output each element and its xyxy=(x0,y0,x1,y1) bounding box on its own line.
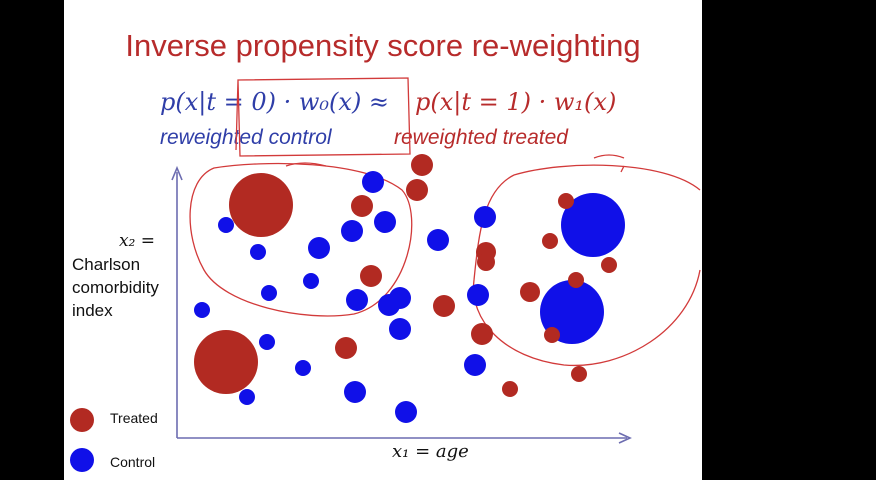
treated-point xyxy=(502,381,518,397)
control-point xyxy=(341,220,363,242)
plot-axes xyxy=(171,165,632,444)
control-point xyxy=(374,211,396,233)
control-point xyxy=(295,360,311,376)
control-point xyxy=(239,389,255,405)
treated-point xyxy=(411,154,433,176)
slide: Inverse propensity score re-weighting p(… xyxy=(64,0,702,480)
control-point xyxy=(474,206,496,228)
x-axis-arrow xyxy=(618,432,632,444)
x-axis-label: x₁ = age xyxy=(392,441,469,462)
y-axis-arrow xyxy=(171,165,183,181)
treated-point xyxy=(351,195,373,217)
treated-point xyxy=(544,327,560,343)
label-reweighted-control: reweighted control xyxy=(160,126,332,149)
treated-point xyxy=(520,282,540,302)
label-reweighted-treated: reweighted treated xyxy=(394,126,568,149)
control-point xyxy=(344,381,366,403)
y-axis-label: x₂ = Charlson comorbidity index xyxy=(72,230,177,322)
scatter-plot xyxy=(70,77,701,472)
control-point xyxy=(427,229,449,251)
control-point xyxy=(389,287,411,309)
annotation-underline xyxy=(593,154,625,159)
control-point xyxy=(194,302,210,318)
formula-treated-term: p(x|t = 1) · w₁(x) xyxy=(415,88,617,116)
annotation-ellipse-left xyxy=(189,162,413,317)
treated-point xyxy=(360,265,382,287)
treated-point xyxy=(568,272,584,288)
treated-point xyxy=(406,179,428,201)
control-point xyxy=(467,284,489,306)
treated-point-large xyxy=(229,173,293,237)
treated-point xyxy=(477,253,495,271)
treated-point xyxy=(558,193,574,209)
control-point-large xyxy=(561,193,625,257)
treated-point xyxy=(433,295,455,317)
treated-point xyxy=(571,366,587,382)
slide-title: Inverse propensity score re-weighting xyxy=(125,28,641,63)
y-axis-variable: x₂ = xyxy=(118,231,155,251)
treated-point-large xyxy=(194,330,258,394)
treated-point xyxy=(542,233,558,249)
control-point xyxy=(464,354,486,376)
points xyxy=(70,154,625,472)
control-point xyxy=(395,401,417,423)
annotation-box xyxy=(235,77,411,157)
legend-control-label: Control xyxy=(110,454,156,470)
treated-point xyxy=(601,257,617,273)
control-point xyxy=(303,273,319,289)
control-point xyxy=(250,244,266,260)
control-point-large xyxy=(540,280,604,344)
control-point xyxy=(259,334,275,350)
annotation-mark xyxy=(620,165,625,173)
control-point xyxy=(261,285,277,301)
legend-treated-label: Treated xyxy=(110,410,158,426)
treated-point xyxy=(335,337,357,359)
treated-point xyxy=(471,323,493,345)
legend-treated-swatch xyxy=(70,408,94,432)
formula-control-term: p(x|t = 0) · w₀(x) ≈ xyxy=(160,88,390,116)
legend-control-swatch xyxy=(70,448,94,472)
control-point xyxy=(389,318,411,340)
y-axis-description: Charlson comorbidity index xyxy=(72,255,159,320)
control-point xyxy=(362,171,384,193)
control-point xyxy=(308,237,330,259)
control-point xyxy=(218,217,234,233)
control-point xyxy=(346,289,368,311)
